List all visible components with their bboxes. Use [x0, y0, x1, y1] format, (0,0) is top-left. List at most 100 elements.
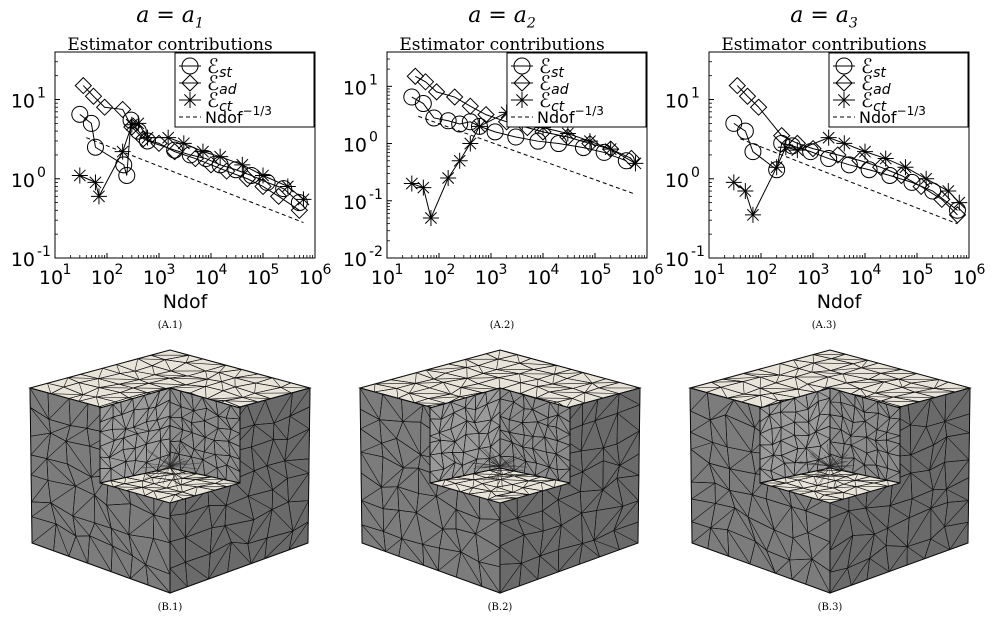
marker-diamond	[445, 88, 464, 106]
chart-subtitle: Estimator contributions	[399, 35, 605, 56]
refined-corner	[798, 443, 854, 489]
marker-diamond	[829, 146, 847, 164]
marker-star	[403, 175, 420, 192]
marker-diamond	[513, 74, 531, 92]
series-st	[403, 88, 635, 170]
marker-diamond	[290, 201, 309, 220]
series-ct	[71, 115, 312, 208]
refined-corner	[469, 447, 528, 491]
x-tick-exponent: 2	[447, 262, 456, 278]
marker-diamond	[835, 74, 853, 92]
x-tick-label: 10	[901, 267, 925, 289]
marker-diamond	[181, 74, 199, 92]
marker-circle	[617, 152, 635, 170]
x-tick-label: 10	[247, 267, 271, 289]
marker-star	[581, 133, 598, 150]
marker-circle	[744, 143, 762, 161]
marker-circle	[403, 88, 421, 106]
mesh-image-b1	[28, 349, 312, 594]
marker-diamond	[749, 98, 768, 116]
marker-circle	[595, 143, 613, 161]
x-tick-label: 10	[631, 267, 655, 289]
mesh-lines	[99, 467, 241, 504]
figure-caption: (A.1)	[157, 320, 183, 331]
marker-circle	[118, 166, 136, 184]
chart-title-math: a = a3	[790, 3, 858, 32]
x-tick-exponent: 5	[925, 262, 934, 278]
x-axis-label: Ndof	[163, 291, 209, 313]
marker-diamond	[269, 187, 288, 206]
marker-diamond	[622, 149, 641, 168]
marker-circle	[507, 128, 525, 146]
reference-line	[740, 138, 958, 225]
marker-diamond	[254, 177, 272, 196]
figure-caption: (B.2)	[487, 602, 513, 613]
x-tick-exponent: 5	[271, 262, 280, 278]
y-tick-exponent: 0	[369, 130, 378, 146]
marker-star	[90, 188, 107, 205]
marker-star	[514, 92, 530, 108]
marker-circle	[881, 166, 899, 184]
x-tick-exponent: 2	[769, 262, 778, 278]
marker-circle	[166, 141, 184, 159]
marker-star	[71, 167, 88, 184]
x-tick-exponent: 6	[977, 262, 986, 278]
marker-circle	[840, 156, 858, 174]
reference-line	[418, 115, 636, 195]
marker-star	[255, 167, 271, 184]
marker-star	[857, 143, 873, 160]
x-tick-label: 10	[849, 267, 873, 289]
x-tick-label: 10	[91, 267, 115, 289]
marker-circle	[513, 57, 531, 75]
marker-star	[139, 129, 156, 146]
marker-circle	[227, 161, 245, 179]
y-tick-exponent: 1	[691, 86, 700, 102]
marker-diamond	[892, 166, 911, 185]
marker-diamond	[84, 87, 103, 105]
marker-star	[194, 143, 211, 160]
series-line	[79, 113, 300, 203]
x-tick-exponent: 3	[167, 262, 176, 278]
marker-star	[768, 159, 785, 176]
mesh-image-b2	[358, 349, 642, 594]
marker-diamond	[95, 98, 114, 116]
mesh-image-b3	[688, 349, 972, 594]
y-tick-label: 10	[343, 135, 367, 157]
marker-diamond	[559, 128, 577, 146]
x-tick-label: 10	[143, 267, 167, 289]
marker-diamond	[427, 83, 446, 101]
marker-circle	[82, 114, 100, 132]
marker-star	[918, 170, 935, 187]
marker-circle	[439, 112, 457, 130]
y-tick-exponent: -2	[369, 244, 383, 260]
marker-diamond	[416, 73, 435, 91]
y-tick-exponent: 1	[369, 72, 378, 88]
marker-star	[295, 191, 312, 208]
marker-circle	[275, 180, 293, 198]
marker-star	[777, 139, 794, 156]
marker-diamond	[728, 76, 746, 95]
marker-diamond	[217, 162, 236, 180]
marker-star	[877, 150, 894, 167]
marker-diamond	[948, 206, 967, 224]
marker-circle	[835, 57, 853, 75]
marker-star	[130, 115, 147, 132]
y-tick-label: 10	[11, 249, 35, 271]
x-tick-exponent: 4	[551, 262, 560, 278]
y-tick-exponent: 1	[37, 86, 46, 102]
x-tick-label: 10	[797, 267, 821, 289]
marker-diamond	[113, 100, 132, 119]
marker-circle	[736, 122, 754, 140]
chart-panel-a3: a = a3 Estimator contributions 10 1 10 2 10 3…	[654, 0, 994, 336]
x-tick-label: 10	[39, 267, 63, 289]
x-tick-exponent: 3	[821, 262, 830, 278]
y-tick-label: 10	[343, 77, 367, 99]
loglog-chart-a2: 10 1 10 2 10 3 10 4 10 5 10 610 -210 -110 010 1ℰstℰadℰc…	[343, 51, 664, 289]
marker-star	[836, 135, 853, 152]
marker-star	[279, 178, 296, 195]
marker-star	[725, 174, 742, 191]
marker-circle	[425, 109, 443, 127]
